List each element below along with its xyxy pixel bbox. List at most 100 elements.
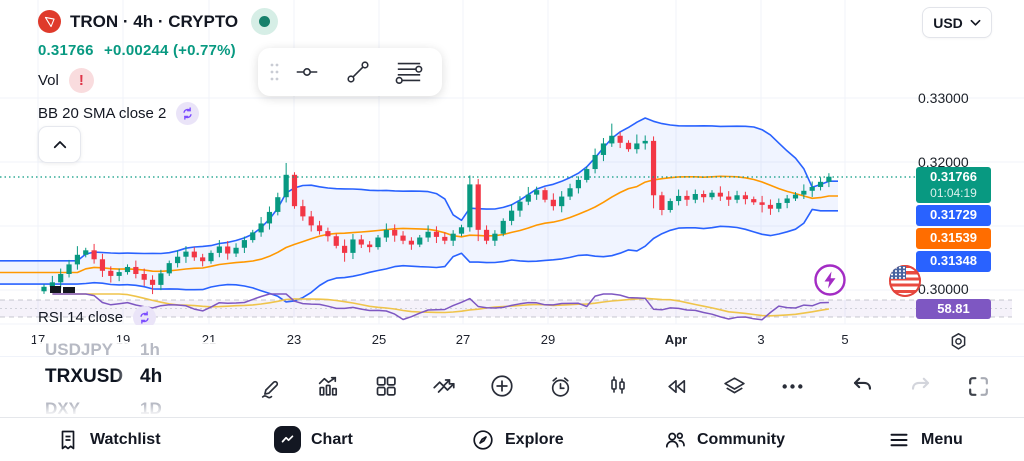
undo-icon [853, 377, 871, 390]
market-status-icon[interactable] [251, 8, 279, 35]
compare-button[interactable] [415, 368, 473, 404]
bb-lower-label: 0.31348 [916, 251, 991, 272]
horizontal-line-tool-button[interactable] [282, 52, 333, 92]
compare-zigzag-icon [433, 379, 455, 393]
undo-button[interactable] [833, 368, 891, 404]
redo-icon [911, 377, 929, 390]
last-price: 0.31766 [38, 42, 94, 59]
picker-interval: 4h [140, 366, 163, 387]
watchlist-icon [61, 430, 75, 449]
candlestick-icon [611, 376, 625, 394]
layers-icon [723, 376, 745, 393]
sync-icon[interactable] [176, 102, 200, 125]
x-axis-tick: Apr [664, 332, 688, 347]
replay-button[interactable] [647, 368, 705, 404]
history-toolbar [833, 368, 1007, 404]
vol-label: Vol [38, 72, 59, 89]
price-axis-label: 0.32000 [918, 154, 969, 170]
ellipsis-icon [782, 383, 802, 389]
bar-countdown: 01:04:19 [930, 185, 977, 200]
chart-pane[interactable]: TRON · 4h · CRYPTO 0.31766 +0.00244 (+0.… [0, 0, 1024, 357]
x-axis-tick: 3 [757, 332, 765, 347]
price-chart-canvas[interactable] [0, 0, 1024, 356]
picker-item-selected[interactable]: TRXUSD 4h [45, 366, 162, 388]
x-axis-tick: 5 [841, 332, 849, 347]
last-price-value: 0.31766 [930, 169, 977, 185]
collapse-legend-button[interactable] [38, 126, 81, 163]
pencil-icon [261, 380, 278, 398]
price-change: +0.00244 (+0.77%) [104, 42, 236, 59]
price-axis-label: 0.30000 [918, 281, 969, 297]
nav-label: Menu [921, 430, 963, 448]
currency-selector[interactable]: USD [922, 7, 992, 38]
bb-upper-label: 0.31729 [916, 205, 991, 226]
nav-watchlist[interactable]: Watchlist [56, 418, 161, 461]
nav-explore[interactable]: Explore [471, 418, 564, 461]
chart-settings-button[interactable] [945, 329, 971, 353]
rsi-indicator-row[interactable]: RSI 14 close [38, 306, 157, 329]
nav-label: Chart [311, 430, 353, 448]
price-row: 0.31766 +0.00244 (+0.77%) [38, 42, 278, 59]
nav-community[interactable]: Community [663, 418, 785, 461]
x-axis-tick: 29 [540, 332, 556, 347]
picker-interval: 1h [140, 342, 160, 359]
picker-interval: 1D [140, 399, 162, 416]
nav-label: Explore [505, 430, 564, 448]
volume-indicator-row[interactable]: Vol ! [38, 68, 278, 93]
rewind-icon [667, 379, 685, 393]
nav-label: Community [697, 430, 785, 448]
redo-button[interactable] [891, 368, 949, 404]
nav-chart[interactable]: Chart [274, 418, 353, 461]
bb-basis-label: 0.31539 [916, 228, 991, 249]
picker-item[interactable]: DXY 1D [45, 399, 162, 416]
gear-icon [951, 332, 965, 350]
chart-toolbar [241, 368, 821, 404]
templates-button[interactable] [357, 368, 415, 404]
currency-label: USD [933, 14, 963, 31]
add-button[interactable] [473, 368, 531, 404]
symbol-title[interactable]: TRON · 4h · CRYPTO [70, 11, 239, 31]
picker-symbol: TRXUSD [45, 366, 124, 387]
tron-logo-icon [38, 10, 61, 33]
people-icon [665, 432, 685, 448]
alert-icon[interactable]: ! [68, 68, 94, 93]
nav-menu[interactable]: Menu [887, 418, 963, 461]
indicators-icon [318, 376, 337, 396]
bb-label: BB 20 SMA close 2 [38, 105, 167, 122]
indicators-button[interactable] [299, 368, 357, 404]
hamburger-icon [890, 433, 908, 446]
plus-circle-icon [491, 375, 513, 397]
picker-symbol: USDJPY [45, 342, 114, 359]
bar-type-button[interactable] [589, 368, 647, 404]
draw-button[interactable] [241, 368, 299, 404]
us-flag-icon[interactable] [889, 265, 921, 297]
symbol-header[interactable]: TRON · 4h · CRYPTO [38, 8, 279, 35]
x-axis-tick: 27 [455, 332, 471, 347]
alarm-clock-icon [551, 376, 569, 397]
bb-indicator-row[interactable]: BB 20 SMA close 2 [38, 102, 278, 125]
trend-line-tool-button[interactable] [333, 52, 384, 92]
fullscreen-button[interactable] [949, 368, 1007, 404]
alert-button[interactable] [531, 368, 589, 404]
chevron-down-icon [970, 19, 981, 26]
picker-symbol: DXY [45, 399, 80, 416]
fib-retracement-tool-button[interactable] [383, 52, 434, 92]
layers-button[interactable] [705, 368, 763, 404]
picker-item[interactable]: USDJPY 1h [45, 342, 160, 360]
chart-icon [274, 426, 301, 453]
x-axis-tick: 23 [286, 332, 302, 347]
rsi-label-text: RSI 14 close [38, 309, 124, 326]
drawing-palette [258, 48, 442, 96]
chevron-up-icon [53, 140, 66, 148]
last-price-label: 0.31766 01:04:19 [916, 167, 991, 203]
chart-legend: TRON · 4h · CRYPTO 0.31766 +0.00244 (+0.… [38, 8, 279, 125]
sync-icon[interactable] [133, 306, 157, 329]
more-button[interactable] [763, 368, 821, 404]
symbol-interval-picker[interactable]: USDJPY 1h TRXUSD 4h DXY 1D [36, 342, 241, 416]
drag-handle-icon[interactable] [266, 59, 282, 85]
quick-trade-lightning-button[interactable] [812, 262, 848, 298]
nav-label: Watchlist [90, 430, 161, 448]
grid-icon [376, 376, 396, 396]
compass-icon [473, 429, 493, 450]
